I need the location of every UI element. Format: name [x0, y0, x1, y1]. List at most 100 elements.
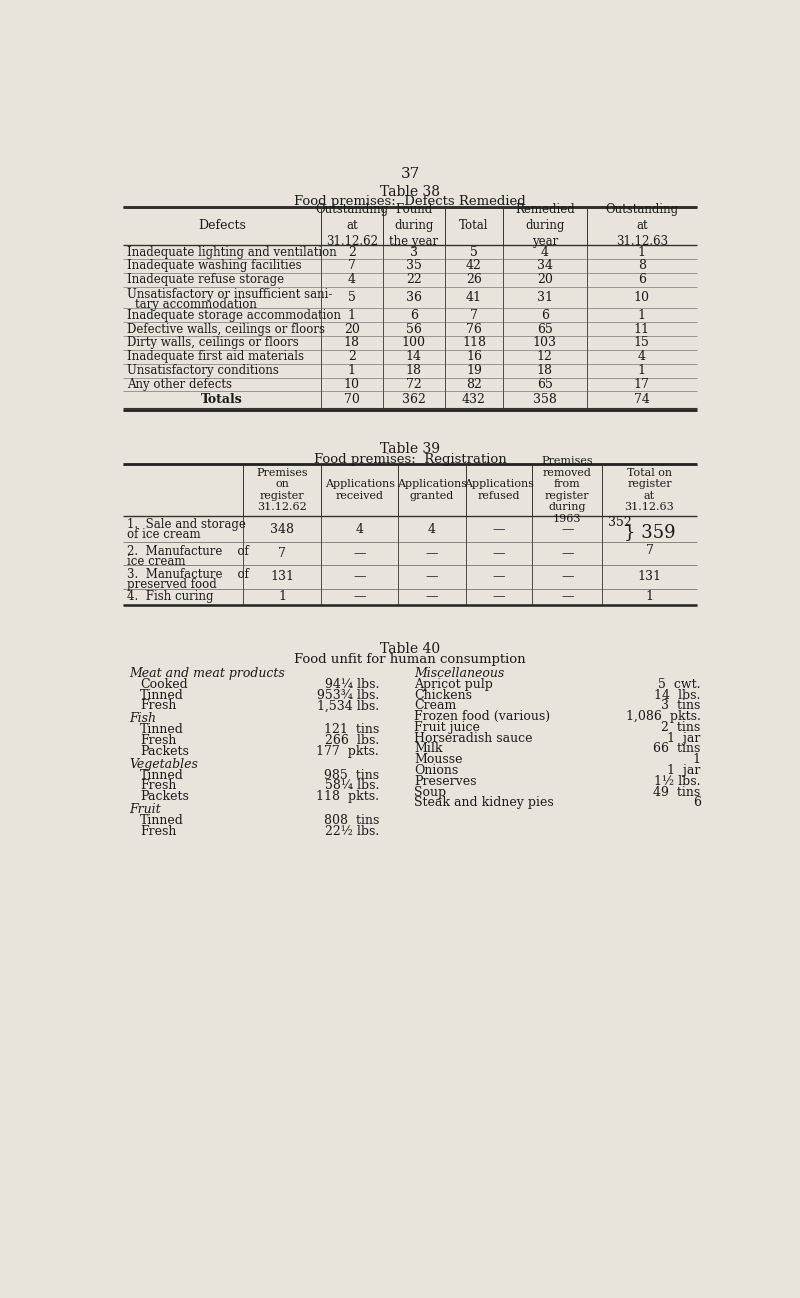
Text: 100: 100 — [402, 336, 426, 349]
Text: Tinned: Tinned — [140, 723, 184, 736]
Text: —: — — [354, 570, 366, 583]
Text: 1  jar: 1 jar — [667, 765, 701, 778]
Text: 18: 18 — [406, 365, 422, 378]
Text: 352: 352 — [609, 515, 632, 528]
Text: Applications
received: Applications received — [325, 479, 394, 501]
Text: 1: 1 — [693, 753, 701, 766]
Text: 1  jar: 1 jar — [667, 732, 701, 745]
Text: 2.  Manufacture    of: 2. Manufacture of — [127, 545, 249, 558]
Text: 2: 2 — [348, 245, 356, 258]
Text: Outstanding
at
31.12.62: Outstanding at 31.12.62 — [315, 204, 389, 248]
Text: 432: 432 — [462, 393, 486, 406]
Text: Inadequate lighting and ventilation: Inadequate lighting and ventilation — [127, 245, 337, 258]
Text: —: — — [493, 591, 506, 604]
Text: Total on
register
at
31.12.63: Total on register at 31.12.63 — [625, 467, 674, 513]
Text: 20: 20 — [537, 274, 553, 287]
Text: Steak and kidney pies: Steak and kidney pies — [414, 797, 554, 810]
Text: Dirty walls, ceilings or floors: Dirty walls, ceilings or floors — [127, 336, 299, 349]
Text: 74: 74 — [634, 393, 650, 406]
Text: Mousse: Mousse — [414, 753, 462, 766]
Text: 82: 82 — [466, 378, 482, 391]
Text: —: — — [354, 591, 366, 604]
Text: Applications
refused: Applications refused — [464, 479, 534, 501]
Text: preserved food: preserved food — [127, 578, 217, 591]
Text: Milk: Milk — [414, 742, 442, 755]
Text: 65: 65 — [537, 378, 553, 391]
Text: ice cream: ice cream — [127, 554, 186, 567]
Text: 1: 1 — [348, 365, 356, 378]
Text: 808  tins: 808 tins — [324, 814, 379, 827]
Text: tary accommodation: tary accommodation — [135, 299, 257, 312]
Text: Table 39: Table 39 — [380, 443, 440, 456]
Text: 22: 22 — [406, 274, 422, 287]
Text: 37: 37 — [400, 167, 420, 182]
Text: 1: 1 — [638, 365, 646, 378]
Text: 94¼ lbs.: 94¼ lbs. — [325, 678, 379, 691]
Text: 4: 4 — [541, 245, 549, 258]
Text: Fruit: Fruit — [130, 803, 161, 816]
Text: 16: 16 — [466, 350, 482, 363]
Text: 177  pkts.: 177 pkts. — [316, 745, 379, 758]
Text: of ice cream: of ice cream — [127, 528, 201, 541]
Text: 1.  Sale and storage: 1. Sale and storage — [127, 518, 246, 531]
Text: 6: 6 — [693, 797, 701, 810]
Text: Outstanding
at
31.12.63: Outstanding at 31.12.63 — [605, 204, 678, 248]
Text: Cream: Cream — [414, 700, 456, 713]
Text: 4.  Fish curing: 4. Fish curing — [127, 591, 214, 604]
Text: 8: 8 — [638, 260, 646, 273]
Text: Found
during
the year: Found during the year — [390, 204, 438, 248]
Text: Fresh: Fresh — [140, 700, 177, 713]
Text: 1: 1 — [638, 245, 646, 258]
Text: 6: 6 — [410, 309, 418, 322]
Text: 72: 72 — [406, 378, 422, 391]
Text: 3  tins: 3 tins — [662, 700, 701, 713]
Text: 31: 31 — [537, 291, 553, 304]
Text: Tinned: Tinned — [140, 768, 184, 781]
Text: 6: 6 — [541, 309, 549, 322]
Text: 49  tins: 49 tins — [654, 785, 701, 798]
Text: 7: 7 — [278, 548, 286, 561]
Text: Cooked: Cooked — [140, 678, 188, 691]
Text: 1: 1 — [638, 309, 646, 322]
Text: 26: 26 — [466, 274, 482, 287]
Text: Fresh: Fresh — [140, 735, 177, 748]
Text: Soup: Soup — [414, 785, 446, 798]
Text: Apricot pulp: Apricot pulp — [414, 678, 493, 691]
Text: Frozen food (various): Frozen food (various) — [414, 710, 550, 723]
Text: 58¼ lbs.: 58¼ lbs. — [325, 780, 379, 793]
Text: Unsatisfactory conditions: Unsatisfactory conditions — [127, 365, 279, 378]
Text: 118  pkts.: 118 pkts. — [316, 790, 379, 803]
Text: 266  lbs.: 266 lbs. — [325, 735, 379, 748]
Text: Applications
granted: Applications granted — [397, 479, 467, 501]
Text: 4: 4 — [638, 350, 646, 363]
Text: Unsatisfactory or insufficient sani-: Unsatisfactory or insufficient sani- — [127, 288, 333, 301]
Text: 18: 18 — [344, 336, 360, 349]
Text: 2: 2 — [348, 350, 356, 363]
Text: Chickens: Chickens — [414, 689, 472, 702]
Text: —: — — [561, 523, 574, 536]
Text: —: — — [426, 548, 438, 561]
Text: 1,086  pkts.: 1,086 pkts. — [626, 710, 701, 723]
Text: —: — — [561, 591, 574, 604]
Text: Food premises:  Defects Remedied: Food premises: Defects Remedied — [294, 195, 526, 208]
Text: Total: Total — [459, 219, 489, 232]
Text: } 359: } 359 — [624, 523, 675, 541]
Text: 985  tins: 985 tins — [324, 768, 379, 781]
Text: 5: 5 — [470, 245, 478, 258]
Text: 4: 4 — [356, 523, 364, 536]
Text: Packets: Packets — [140, 790, 189, 803]
Text: Food unfit for human consumption: Food unfit for human consumption — [294, 653, 526, 666]
Text: 3.  Manufacture    of: 3. Manufacture of — [127, 567, 249, 580]
Text: 17: 17 — [634, 378, 650, 391]
Text: 3: 3 — [410, 245, 418, 258]
Text: 5  cwt.: 5 cwt. — [658, 678, 701, 691]
Text: —: — — [561, 548, 574, 561]
Text: 22½ lbs.: 22½ lbs. — [325, 826, 379, 839]
Text: 14  lbs.: 14 lbs. — [654, 689, 701, 702]
Text: 10: 10 — [344, 378, 360, 391]
Text: 70: 70 — [344, 393, 360, 406]
Text: 1: 1 — [348, 309, 356, 322]
Text: 19: 19 — [466, 365, 482, 378]
Text: Defects: Defects — [198, 219, 246, 232]
Text: 118: 118 — [462, 336, 486, 349]
